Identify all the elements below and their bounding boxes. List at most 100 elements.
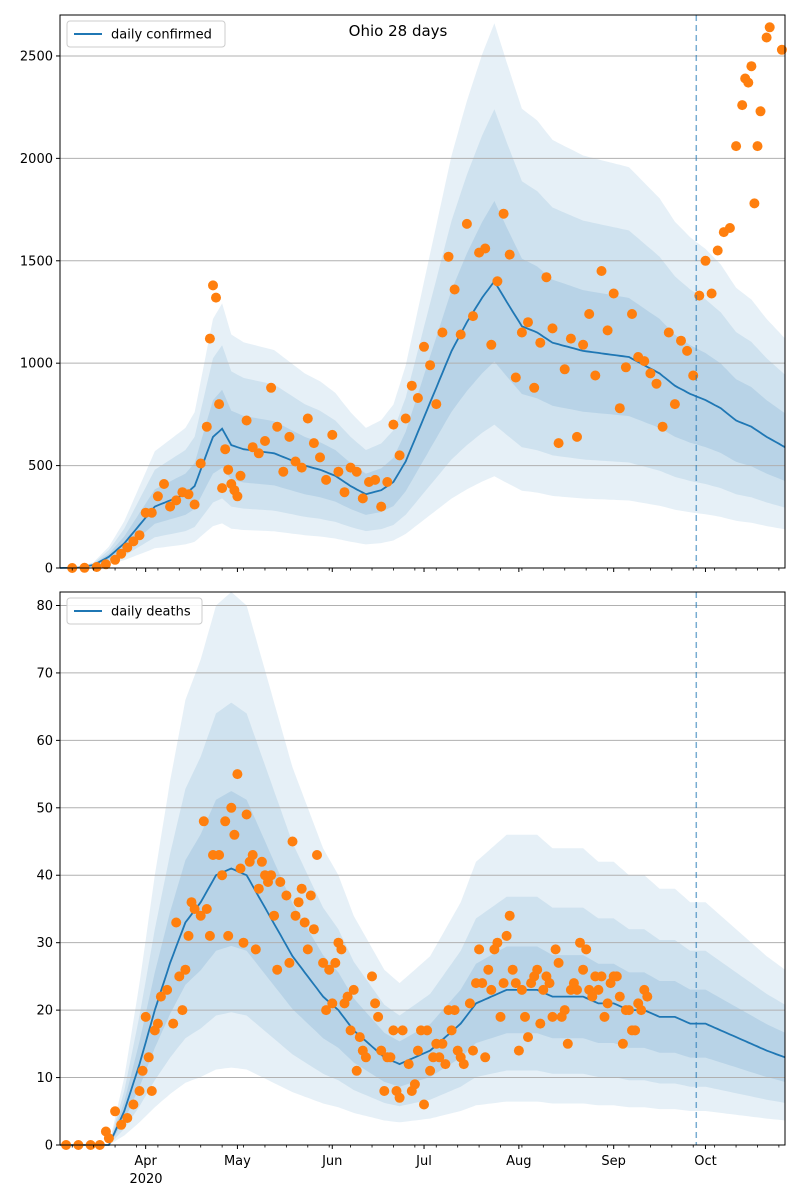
deaths-observed-point bbox=[535, 1018, 546, 1029]
confirmed-observed-point bbox=[152, 491, 163, 502]
deaths-observed-point bbox=[614, 991, 625, 1002]
deaths-observed-point bbox=[302, 944, 313, 955]
deaths-x-tick-label: Jul bbox=[415, 1154, 432, 1169]
deaths-observed-point bbox=[495, 1011, 506, 1022]
deaths-observed-point bbox=[180, 964, 191, 975]
deaths-x-tick-label: Apr bbox=[134, 1154, 157, 1169]
deaths-observed-point bbox=[275, 877, 286, 887]
confirmed-observed-point bbox=[590, 370, 601, 381]
deaths-observed-point bbox=[327, 998, 338, 1009]
confirmed-observed-point bbox=[419, 341, 429, 352]
deaths-observed-point bbox=[146, 1086, 157, 1096]
deaths-observed-point bbox=[140, 1011, 151, 1022]
deaths-axes-frame bbox=[59, 591, 786, 1146]
confirmed-observed-point bbox=[749, 198, 760, 209]
deaths-observed-point bbox=[581, 944, 592, 955]
deaths-observed-point bbox=[578, 964, 589, 975]
confirmed-observed-point bbox=[400, 413, 411, 424]
confirmed-observed-point bbox=[608, 288, 619, 299]
confirmed-observed-point bbox=[235, 470, 246, 481]
confirmed-observed-point bbox=[223, 464, 234, 475]
confirmed-observed-point bbox=[357, 493, 368, 504]
deaths-y-tick-label: 0 bbox=[45, 1139, 53, 1154]
deaths-observed-point bbox=[394, 1092, 405, 1103]
confirmed-observed-point bbox=[165, 501, 176, 512]
confirmed-y-tick-label: 1000 bbox=[20, 357, 53, 372]
deaths-observed-point bbox=[321, 1005, 332, 1016]
confirmed-observed-point bbox=[201, 421, 212, 432]
confirmed-legend-box bbox=[66, 20, 226, 48]
deaths-observed-point bbox=[174, 971, 185, 982]
deaths-observed-point bbox=[272, 964, 283, 975]
confirmed-legend: daily confirmed bbox=[66, 20, 226, 48]
deaths-observed-point bbox=[516, 984, 527, 995]
confirmed-observed-point bbox=[776, 44, 787, 55]
confirmed-observed-point bbox=[669, 399, 680, 410]
deaths-observed-point bbox=[397, 1025, 408, 1036]
confirmed-observed-point bbox=[382, 477, 393, 487]
confirmed-observed-point bbox=[461, 218, 472, 229]
confirmed-observed-point bbox=[278, 466, 289, 477]
deaths-observed-point bbox=[468, 1045, 478, 1056]
confirmed-observed-point bbox=[504, 249, 515, 260]
confirmed-y-tick-label: 1500 bbox=[20, 254, 53, 269]
deaths-observed-point bbox=[624, 1005, 634, 1016]
deaths-observed-point bbox=[486, 984, 497, 995]
deaths-observed-point bbox=[229, 829, 240, 840]
deaths-observed-point bbox=[370, 998, 381, 1009]
deaths-observed-point bbox=[293, 897, 304, 908]
deaths-observed-point bbox=[373, 1011, 384, 1022]
confirmed-observed-point bbox=[183, 489, 194, 500]
deaths-median-line bbox=[60, 867, 786, 1146]
deaths-observed-point bbox=[330, 957, 341, 968]
deaths-observed-point bbox=[143, 1052, 154, 1063]
confirmed-observed-point bbox=[480, 243, 491, 254]
confirmed-observed-point bbox=[559, 364, 570, 375]
deaths-observed-point bbox=[376, 1045, 387, 1056]
confirmed-observed-point bbox=[578, 339, 589, 350]
deaths-observed-point bbox=[523, 1032, 533, 1043]
deaths-observed-point bbox=[269, 910, 280, 921]
confirmed-observed-point bbox=[755, 106, 766, 117]
deaths-observed-point bbox=[342, 991, 353, 1002]
confirmed-observed-point bbox=[565, 333, 576, 344]
deaths-observed-point bbox=[498, 978, 509, 989]
deaths-observed-point bbox=[122, 1113, 133, 1123]
deaths-observed-point bbox=[299, 917, 310, 928]
deaths-y-tick-label: 80 bbox=[36, 599, 53, 614]
deaths-observed-point bbox=[305, 890, 316, 901]
confirmed-observed-point bbox=[241, 415, 252, 426]
confirmed-observed-point bbox=[195, 458, 206, 469]
deaths-observed-point bbox=[354, 1032, 365, 1043]
confirmed-observed-point bbox=[706, 288, 717, 299]
confirmed-observed-point bbox=[146, 507, 157, 518]
confirmed-observed-point bbox=[159, 479, 169, 489]
deaths-observed-point bbox=[103, 1133, 114, 1144]
confirmed-observed-point bbox=[388, 419, 399, 430]
confirmed-observed-point bbox=[682, 345, 693, 356]
confirmed-observed-point bbox=[122, 542, 133, 553]
deaths-observed-point bbox=[137, 1065, 148, 1076]
deaths-observed-point bbox=[116, 1119, 127, 1130]
deaths-observed-point bbox=[547, 1011, 558, 1022]
x-axis-year-label: 2020 bbox=[129, 1172, 162, 1187]
deaths-observed-point bbox=[214, 850, 225, 860]
confirmed-observed-point bbox=[308, 438, 319, 449]
deaths-observed-point bbox=[171, 917, 182, 928]
confirmed-observed-point bbox=[339, 487, 350, 498]
confirmed-observed-point bbox=[327, 429, 338, 440]
deaths-observed-point bbox=[152, 1018, 163, 1029]
confirmed-observed-point bbox=[302, 413, 313, 424]
deaths-observed-point bbox=[284, 957, 295, 968]
deaths-observed-point bbox=[477, 978, 488, 989]
confirmed-observed-point bbox=[535, 337, 546, 348]
deaths-legend-box bbox=[66, 597, 203, 625]
deaths-observed-point bbox=[379, 1086, 390, 1096]
deaths-x-tick-label: Aug bbox=[506, 1154, 531, 1169]
confirmed-observed-point bbox=[602, 325, 613, 336]
deaths-observed-point bbox=[611, 971, 622, 982]
deaths-observed-point bbox=[281, 890, 292, 901]
deaths-y-tick-label: 20 bbox=[36, 1004, 53, 1019]
confirmed-observed-point bbox=[516, 327, 527, 338]
